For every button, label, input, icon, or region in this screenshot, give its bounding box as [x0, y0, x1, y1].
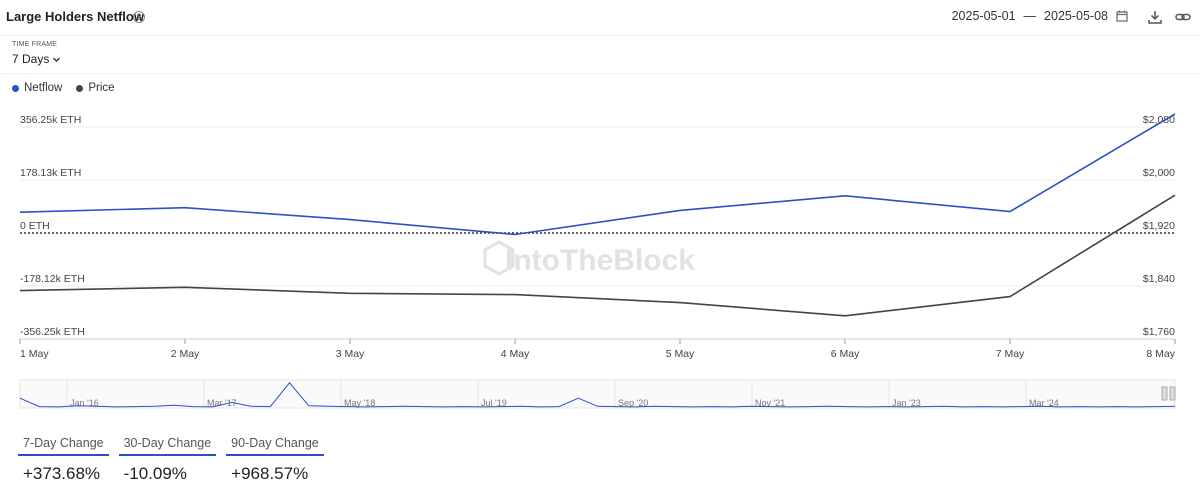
stat-label: 7-Day Change — [18, 436, 109, 456]
legend-dot-netflow — [12, 84, 19, 92]
header-bar: Large Holders Netflow ? 2025-05-01 — 202… — [0, 0, 1200, 36]
x-tick-label: 1 May — [20, 348, 49, 360]
chevron-down-icon[interactable] — [52, 55, 61, 64]
y-tick-label-right: $2,000 — [1143, 167, 1175, 179]
change-stats: 7-Day Change +373.68% 30-Day Change -10.… — [18, 436, 324, 484]
date-end[interactable]: 2025-05-08 — [1044, 9, 1108, 23]
navigator-series-line — [19, 382, 1176, 408]
calendar-icon[interactable] — [1116, 10, 1128, 22]
x-tick-label: 3 May — [336, 348, 365, 360]
stat-label: 30-Day Change — [118, 436, 217, 456]
y-tick-label-left: 0 ETH — [20, 220, 50, 232]
stat-label: 90-Day Change — [226, 436, 324, 456]
y-tick-label-right: $1,840 — [1143, 273, 1175, 285]
watermark-logo-icon — [483, 240, 515, 276]
timeframe-dropdown[interactable]: 7 Days — [12, 52, 61, 66]
stat-value: +968.57% — [231, 464, 309, 483]
range-navigator[interactable]: Jan '16 Mar '17 May '18 Jul '19 Sep '20 Nov '… — [0, 376, 1200, 416]
series-line-netflow — [19, 113, 1176, 236]
navigator-handle-left[interactable] — [1161, 386, 1168, 401]
timeframe-value[interactable]: 7 Days — [12, 52, 50, 66]
navigator-label: May '18 — [344, 398, 375, 408]
date-separator: — — [1023, 9, 1037, 23]
watermark: IntoTheBlock — [505, 244, 695, 277]
navigator-label: Nov '21 — [755, 398, 785, 408]
navigator-label: Mar '24 — [1029, 398, 1059, 408]
stat-value: -10.09% — [123, 464, 187, 483]
x-tick-label: 5 May — [666, 348, 695, 360]
legend-item-netflow[interactable]: Netflow — [12, 82, 62, 94]
y-tick-label-left: -178.12k ETH — [20, 273, 85, 285]
stat-7-day: 7-Day Change +373.68% — [18, 436, 109, 484]
y-tick-label-left: 356.25k ETH — [20, 114, 81, 126]
help-icon[interactable]: ? — [133, 11, 145, 23]
page-title: Large Holders Netflow — [6, 9, 144, 24]
navigator-background — [19, 379, 1176, 409]
timeframe-selector[interactable]: TIME FRAME 7 Days — [12, 41, 61, 66]
y-tick-label-right: $1,920 — [1143, 220, 1175, 232]
stat-90-day: 90-Day Change +968.57% — [226, 436, 324, 484]
y-tick-label-right: $1,760 — [1143, 326, 1175, 338]
legend-item-price[interactable]: Price — [76, 82, 115, 94]
navigator-label: Jul '19 — [481, 398, 507, 408]
stat-value: +373.68% — [23, 464, 101, 483]
x-tick-label: 2 May — [171, 348, 200, 360]
download-icon[interactable] — [1146, 8, 1164, 26]
legend-dot-price — [76, 84, 84, 92]
timeframe-label: TIME FRAME — [12, 41, 58, 48]
navigator-label: Jan '16 — [70, 398, 99, 408]
link-icon[interactable] — [1174, 8, 1192, 26]
x-tick-label: 4 May — [501, 348, 530, 360]
navigator-label: Jan '23 — [892, 398, 921, 408]
date-range-picker[interactable]: 2025-05-01 — 2025-05-08 — [952, 9, 1128, 23]
x-tick-label: 7 May — [996, 348, 1025, 360]
y-tick-label-right: $2,080 — [1143, 114, 1175, 126]
navigator-label: Mar '17 — [207, 398, 237, 408]
stat-30-day: 30-Day Change -10.09% — [118, 436, 217, 484]
legend-label-netflow: Netflow — [24, 82, 63, 94]
chart-legend: Netflow Price — [12, 82, 115, 94]
series-line-price — [19, 194, 1176, 317]
y-tick-label-left: 178.13k ETH — [20, 167, 81, 179]
divider — [0, 73, 1200, 74]
legend-label-price: Price — [88, 82, 115, 94]
y-tick-label-left: -356.25k ETH — [20, 326, 85, 338]
navigator-handle-right[interactable] — [1169, 386, 1176, 401]
x-tick-label: 6 May — [831, 348, 860, 360]
netflow-price-chart[interactable]: 356.25k ETH 178.13k ETH 0 ETH -178.12k ETH -… — [0, 100, 1200, 368]
date-start[interactable]: 2025-05-01 — [951, 9, 1016, 23]
x-tick-label: 8 May — [1146, 348, 1175, 360]
navigator-label: Sep '20 — [618, 398, 648, 408]
